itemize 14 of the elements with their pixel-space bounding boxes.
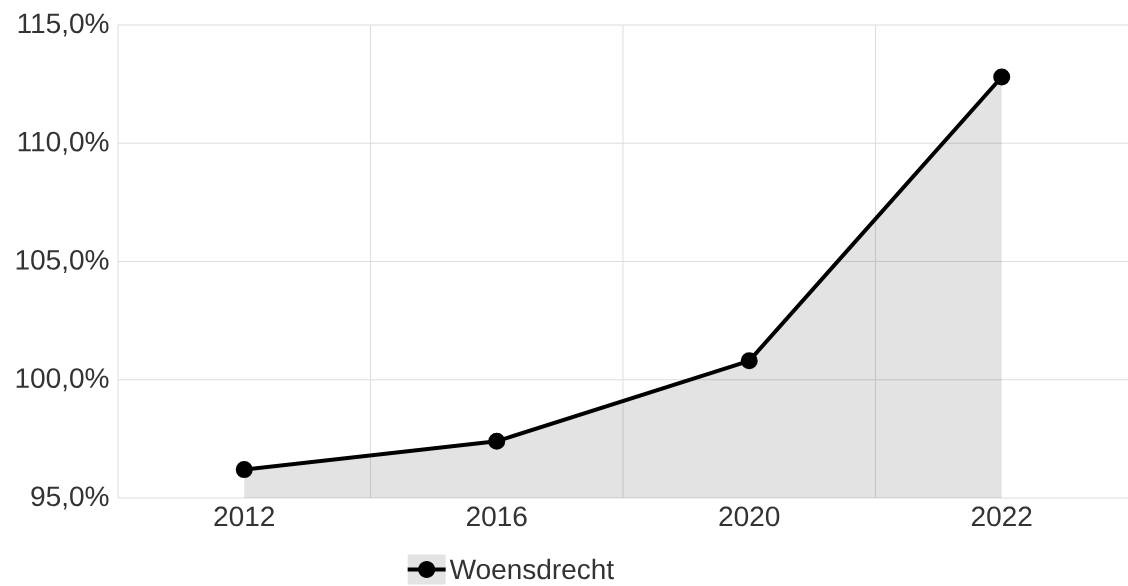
y-tick-label: 95,0%: [31, 486, 109, 510]
point: [235, 461, 253, 479]
x-tick-label: 2012: [214, 506, 274, 527]
legend-label: Woensdrecht: [449, 558, 614, 580]
x-tick-label: 2016: [467, 506, 527, 527]
point: [740, 352, 758, 370]
point: [488, 432, 506, 450]
x-tick-label: 2020: [719, 506, 780, 527]
y-tick-label: 115,0%: [18, 13, 109, 37]
point: [993, 68, 1011, 86]
y-tick-label: 100,0%: [16, 368, 109, 392]
x-tick-label: 2022: [971, 506, 1032, 527]
y-tick-label: 110,0%: [18, 131, 109, 155]
y-tick-label: 105,0%: [16, 249, 109, 274]
